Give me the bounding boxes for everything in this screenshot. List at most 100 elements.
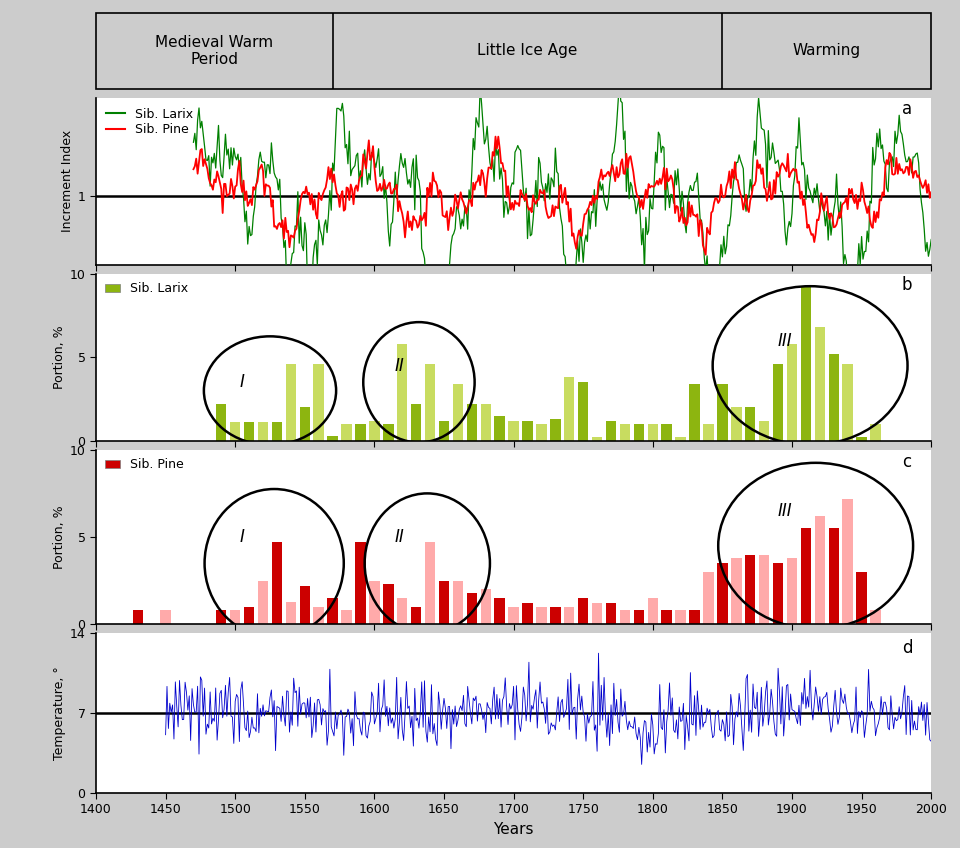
Bar bbox=[494, 416, 505, 441]
Bar bbox=[509, 421, 518, 441]
Text: Little Ice Age: Little Ice Age bbox=[477, 43, 578, 59]
Bar bbox=[801, 528, 811, 624]
Bar bbox=[564, 607, 574, 624]
Bar bbox=[689, 384, 700, 441]
Bar bbox=[620, 611, 630, 624]
X-axis label: Years: Years bbox=[493, 822, 534, 837]
Bar bbox=[244, 607, 254, 624]
Bar bbox=[606, 604, 616, 624]
Bar bbox=[383, 584, 394, 624]
Text: I: I bbox=[240, 528, 245, 546]
Bar bbox=[370, 421, 379, 441]
Bar bbox=[704, 424, 713, 441]
Text: c: c bbox=[902, 453, 911, 471]
Bar bbox=[745, 555, 756, 624]
Bar bbox=[843, 364, 852, 441]
Bar bbox=[815, 327, 825, 441]
Bar bbox=[397, 343, 407, 441]
Bar bbox=[439, 421, 449, 441]
Bar bbox=[300, 586, 310, 624]
Bar bbox=[592, 438, 602, 441]
Bar bbox=[244, 422, 254, 441]
Text: II: II bbox=[395, 528, 404, 546]
Bar bbox=[272, 422, 282, 441]
Bar bbox=[537, 424, 546, 441]
Bar bbox=[843, 499, 852, 624]
Bar bbox=[661, 424, 672, 441]
Bar bbox=[272, 543, 282, 624]
Bar bbox=[355, 543, 366, 624]
Bar bbox=[494, 598, 505, 624]
Bar bbox=[871, 611, 880, 624]
Bar bbox=[342, 424, 351, 441]
Bar bbox=[327, 598, 338, 624]
Text: Warming: Warming bbox=[793, 43, 861, 59]
Bar bbox=[801, 287, 811, 441]
Bar bbox=[732, 407, 741, 441]
Bar bbox=[522, 421, 533, 441]
Bar bbox=[411, 404, 421, 441]
Bar bbox=[661, 611, 672, 624]
Text: d: d bbox=[902, 639, 912, 656]
Text: Medieval Warm
Period: Medieval Warm Period bbox=[156, 35, 274, 67]
Bar bbox=[314, 364, 324, 441]
Bar bbox=[606, 421, 616, 441]
Bar bbox=[620, 424, 630, 441]
Bar bbox=[453, 581, 463, 624]
Bar bbox=[216, 404, 227, 441]
Text: II: II bbox=[395, 356, 404, 375]
Bar bbox=[634, 424, 644, 441]
Bar bbox=[397, 598, 407, 624]
Bar bbox=[717, 563, 728, 624]
Bar bbox=[481, 404, 491, 441]
Bar bbox=[787, 343, 797, 441]
Bar bbox=[258, 422, 268, 441]
Bar bbox=[815, 516, 825, 624]
Bar bbox=[578, 382, 588, 441]
Bar bbox=[481, 589, 491, 624]
Bar bbox=[300, 407, 310, 441]
Bar bbox=[467, 593, 477, 624]
Bar bbox=[467, 404, 477, 441]
Bar bbox=[759, 421, 769, 441]
Bar bbox=[132, 611, 143, 624]
Bar bbox=[216, 611, 227, 624]
Bar bbox=[787, 558, 797, 624]
Bar bbox=[592, 604, 602, 624]
Bar bbox=[383, 424, 394, 441]
Bar bbox=[453, 384, 463, 441]
Bar bbox=[773, 364, 783, 441]
Bar bbox=[828, 354, 839, 441]
Y-axis label: Increment Index: Increment Index bbox=[60, 130, 74, 232]
Bar bbox=[732, 558, 741, 624]
Legend: Sib. Larix, Sib. Pine: Sib. Larix, Sib. Pine bbox=[103, 103, 197, 140]
Bar bbox=[425, 543, 435, 624]
Bar bbox=[828, 528, 839, 624]
Bar bbox=[425, 364, 435, 441]
Bar bbox=[759, 555, 769, 624]
Text: a: a bbox=[902, 100, 912, 119]
Bar bbox=[522, 604, 533, 624]
Bar bbox=[578, 598, 588, 624]
Bar bbox=[286, 364, 296, 441]
Bar bbox=[550, 607, 561, 624]
Bar bbox=[773, 563, 783, 624]
Bar bbox=[314, 607, 324, 624]
Legend: Sib. Larix: Sib. Larix bbox=[103, 280, 190, 298]
Bar bbox=[550, 419, 561, 441]
Bar bbox=[439, 581, 449, 624]
Y-axis label: Portion, %: Portion, % bbox=[53, 326, 65, 389]
Bar bbox=[370, 581, 379, 624]
Bar bbox=[537, 607, 546, 624]
Bar bbox=[411, 607, 421, 624]
Bar bbox=[648, 424, 658, 441]
Y-axis label: Portion, %: Portion, % bbox=[53, 505, 65, 569]
Bar bbox=[342, 611, 351, 624]
Bar bbox=[717, 384, 728, 441]
Bar bbox=[689, 611, 700, 624]
Bar bbox=[509, 607, 518, 624]
Bar bbox=[160, 611, 171, 624]
Bar bbox=[355, 424, 366, 441]
Bar bbox=[564, 377, 574, 441]
Text: III: III bbox=[778, 332, 792, 349]
